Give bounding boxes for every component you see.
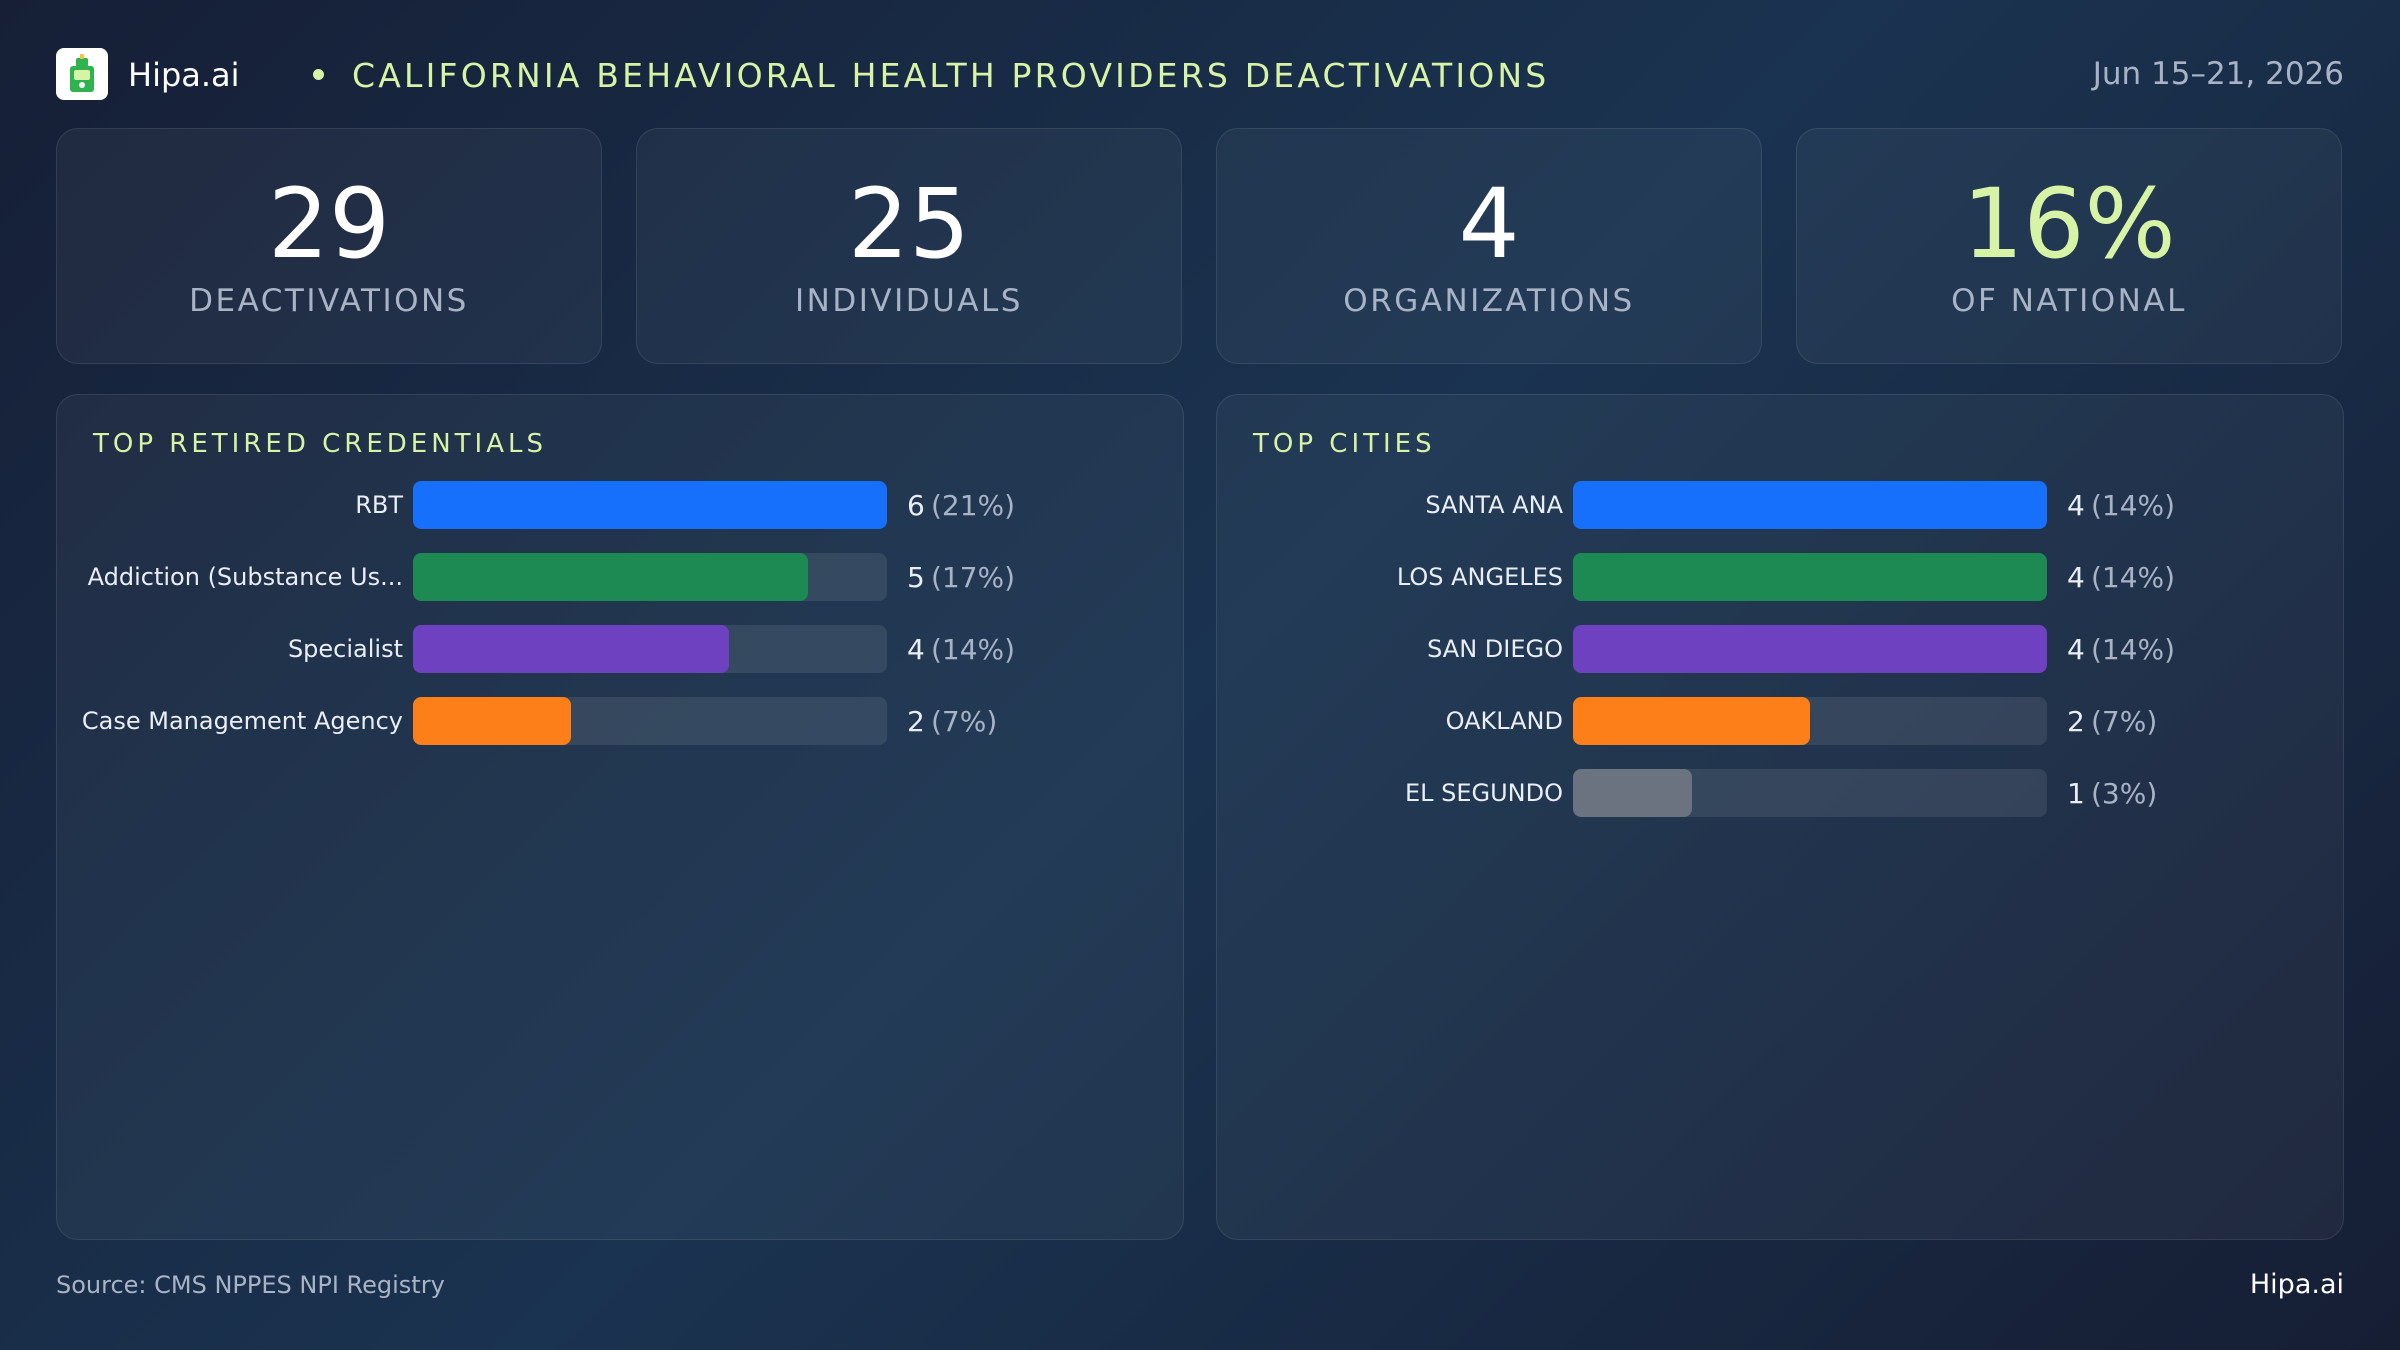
bar-percent-label: (14%) bbox=[2091, 633, 2176, 666]
bar-value-label: 1 bbox=[2067, 777, 2085, 810]
bar bbox=[1573, 769, 1692, 817]
bar-category-label: Specialist bbox=[287, 635, 403, 663]
bar-row: SAN DIEGO 4 (14%) bbox=[1217, 625, 2343, 673]
bar-row: Addiction (Substance Us... 5 (17%) bbox=[57, 553, 1183, 601]
kpi-card-deactivations: 29 DEACTIVATIONS bbox=[56, 128, 602, 364]
kpi-value: 25 bbox=[847, 168, 971, 280]
kpi-card-of-national: 16% OF NATIONAL bbox=[1796, 128, 2342, 364]
bar-track bbox=[1573, 481, 2047, 529]
credentials-panel: TOP RETIRED CREDENTIALS RBT 6 (21%) Addicti… bbox=[56, 394, 1184, 1240]
bar-category-label: Case Management Agency bbox=[81, 707, 403, 735]
bar-percent-label: (14%) bbox=[2091, 489, 2176, 522]
bar-track bbox=[413, 625, 887, 673]
separator-dot bbox=[313, 69, 324, 80]
bar-percent-label: (14%) bbox=[931, 633, 1016, 666]
bar bbox=[1573, 697, 1810, 745]
panel-title: TOP CITIES bbox=[1253, 429, 1436, 459]
bar bbox=[1573, 553, 2047, 601]
bar-percent-label: (7%) bbox=[931, 705, 998, 738]
bar-row: SANTA ANA 4 (14%) bbox=[1217, 481, 2343, 529]
bar-row: Case Management Agency 2 (7%) bbox=[57, 697, 1183, 745]
bar-value-label: 5 bbox=[907, 561, 925, 594]
bar-row: OAKLAND 2 (7%) bbox=[1217, 697, 2343, 745]
kpi-label: OF NATIONAL bbox=[1951, 283, 2187, 319]
footer-brand: Hipa.ai bbox=[2249, 1269, 2344, 1300]
bar-percent-label: (17%) bbox=[931, 561, 1016, 594]
kpi-label: INDIVIDUALS bbox=[795, 283, 1023, 319]
date-range: Jun 15–21, 2026 bbox=[2092, 56, 2344, 92]
bar-track bbox=[413, 481, 887, 529]
bar-value-label: 2 bbox=[907, 705, 925, 738]
bar-category-label: RBT bbox=[355, 491, 403, 519]
cities-panel: TOP CITIES SANTA ANA 4 (14%) LOS ANGELES 4 (1… bbox=[1216, 394, 2344, 1240]
kpi-value: 16% bbox=[1962, 168, 2176, 280]
bar bbox=[413, 697, 571, 745]
bar-category-label: Addiction (Substance Us... bbox=[87, 563, 403, 591]
bar-category-label: SAN DIEGO bbox=[1427, 635, 1563, 663]
source-note: Source: CMS NPPES NPI Registry bbox=[56, 1271, 445, 1299]
bar-track bbox=[1573, 553, 2047, 601]
bar bbox=[413, 553, 808, 601]
kpi-card-individuals: 25 INDIVIDUALS bbox=[636, 128, 1182, 364]
header: Hipa.ai CALIFORNIA BEHAVIORAL HEALTH PRO… bbox=[56, 48, 2344, 100]
bar-percent-label: (7%) bbox=[2091, 705, 2158, 738]
panel-title: TOP RETIRED CREDENTIALS bbox=[93, 429, 547, 459]
kpi-value: 29 bbox=[267, 168, 391, 280]
bar-category-label: EL SEGUNDO bbox=[1404, 779, 1563, 807]
bar-percent-label: (3%) bbox=[2091, 777, 2158, 810]
kpi-label: DEACTIVATIONS bbox=[189, 283, 469, 319]
bar-value-label: 6 bbox=[907, 489, 925, 522]
bar-track bbox=[1573, 769, 2047, 817]
hipa-logo-icon bbox=[56, 48, 108, 100]
bar bbox=[413, 481, 887, 529]
bar-track bbox=[413, 553, 887, 601]
kpi-label: ORGANIZATIONS bbox=[1343, 283, 1635, 319]
bar bbox=[413, 625, 729, 673]
bar-value-label: 4 bbox=[2067, 489, 2085, 522]
bar-row: LOS ANGELES 4 (14%) bbox=[1217, 553, 2343, 601]
kpi-value: 4 bbox=[1458, 168, 1520, 280]
kpi-card-organizations: 4 ORGANIZATIONS bbox=[1216, 128, 1762, 364]
bar bbox=[1573, 625, 2047, 673]
bar-category-label: SANTA ANA bbox=[1425, 491, 1563, 519]
bar-value-label: 4 bbox=[907, 633, 925, 666]
brand-name: Hipa.ai bbox=[128, 56, 240, 94]
bar-category-label: LOS ANGELES bbox=[1396, 563, 1563, 591]
bar-row: EL SEGUNDO 1 (3%) bbox=[1217, 769, 2343, 817]
bar bbox=[1573, 481, 2047, 529]
bar-value-label: 2 bbox=[2067, 705, 2085, 738]
bar-track bbox=[1573, 697, 2047, 745]
bar-percent-label: (14%) bbox=[2091, 561, 2176, 594]
bar-row: RBT 6 (21%) bbox=[57, 481, 1183, 529]
bar-value-label: 4 bbox=[2067, 633, 2085, 666]
bar-percent-label: (21%) bbox=[931, 489, 1016, 522]
bar-row: Specialist 4 (14%) bbox=[57, 625, 1183, 673]
page-title: CALIFORNIA BEHAVIORAL HEALTH PROVIDERS D… bbox=[352, 56, 1550, 95]
bar-track bbox=[1573, 625, 2047, 673]
bar-value-label: 4 bbox=[2067, 561, 2085, 594]
bar-track bbox=[413, 697, 887, 745]
bar-category-label: OAKLAND bbox=[1445, 707, 1563, 735]
